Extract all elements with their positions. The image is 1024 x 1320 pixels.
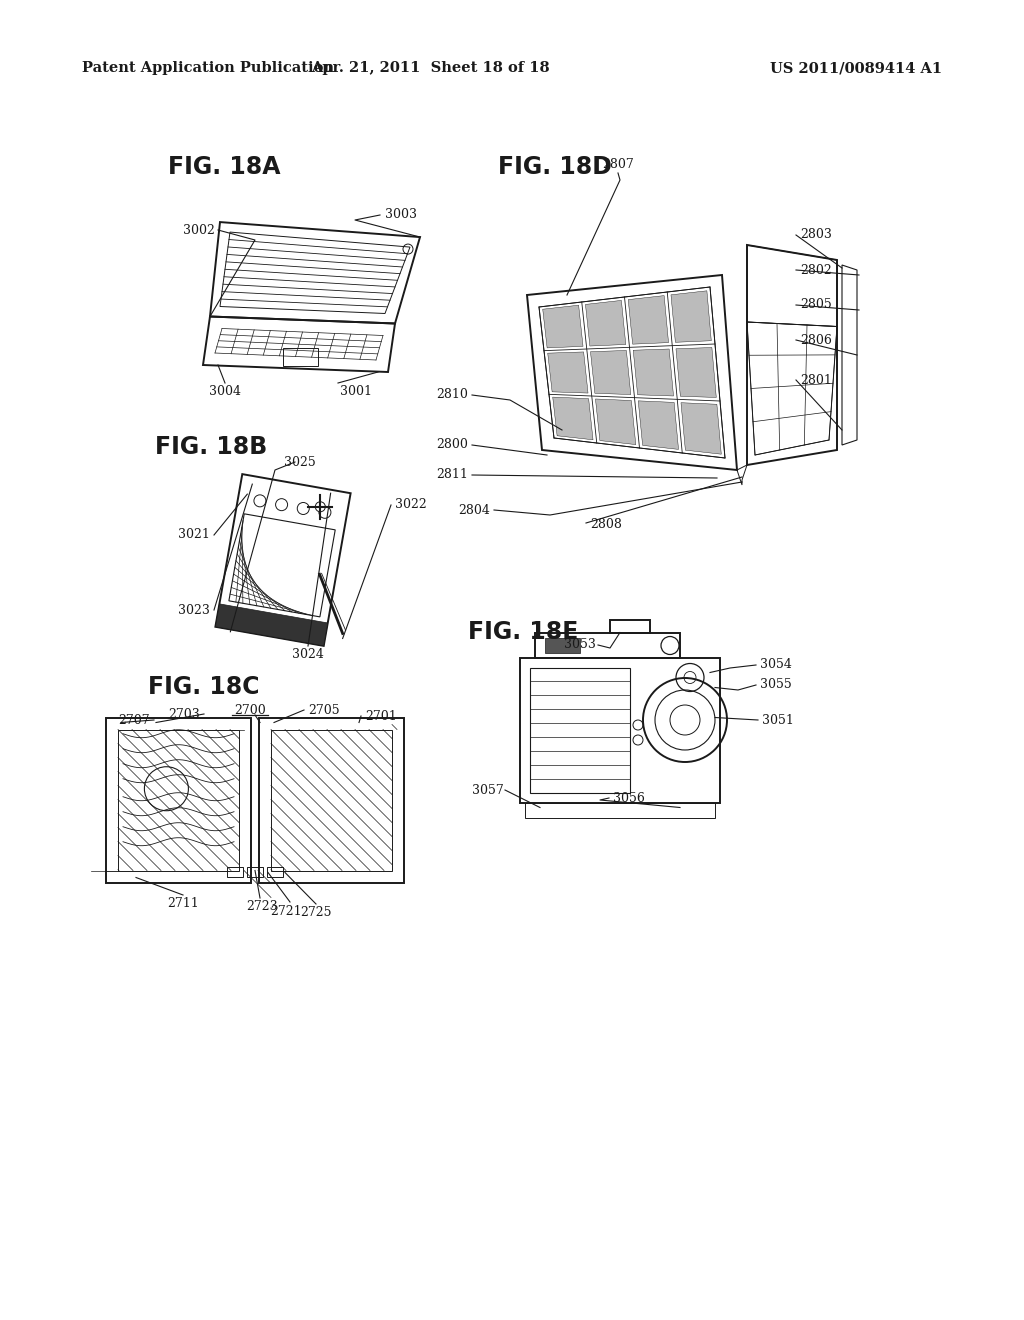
Polygon shape — [591, 351, 631, 395]
Text: 3021: 3021 — [178, 528, 210, 541]
Text: 3001: 3001 — [340, 385, 372, 399]
Text: Patent Application Publication: Patent Application Publication — [82, 61, 334, 75]
Text: 2705: 2705 — [308, 704, 340, 717]
Text: 2707: 2707 — [119, 714, 150, 726]
Text: 3056: 3056 — [613, 792, 645, 804]
Text: FIG. 18C: FIG. 18C — [148, 675, 259, 700]
Bar — [267, 866, 283, 876]
Polygon shape — [553, 397, 593, 440]
Circle shape — [315, 502, 326, 512]
Text: 3053: 3053 — [564, 639, 596, 652]
Text: 2810: 2810 — [436, 388, 468, 401]
Text: FIG. 18E: FIG. 18E — [468, 620, 579, 644]
Text: FIG. 18A: FIG. 18A — [168, 154, 281, 180]
Text: 2801: 2801 — [800, 374, 831, 387]
Text: 2700: 2700 — [234, 704, 266, 717]
Text: 2807: 2807 — [602, 158, 634, 172]
Polygon shape — [543, 305, 583, 348]
Text: 2725: 2725 — [300, 906, 332, 919]
Polygon shape — [633, 348, 674, 396]
Text: 2800: 2800 — [436, 438, 468, 451]
Text: 2721: 2721 — [270, 906, 302, 917]
Text: 2803: 2803 — [800, 228, 831, 242]
Text: 2804: 2804 — [458, 503, 490, 516]
Polygon shape — [638, 401, 679, 449]
Text: 2711: 2711 — [167, 898, 199, 909]
Bar — [247, 866, 263, 876]
Text: 2723: 2723 — [246, 900, 278, 913]
Polygon shape — [545, 638, 580, 652]
Text: 3023: 3023 — [178, 603, 210, 616]
Text: 2808: 2808 — [590, 519, 622, 532]
Text: 3055: 3055 — [760, 678, 792, 692]
Text: 3003: 3003 — [385, 209, 417, 222]
Text: 3024: 3024 — [292, 648, 324, 661]
Text: 2703: 2703 — [168, 708, 200, 721]
Text: FIG. 18B: FIG. 18B — [155, 436, 267, 459]
Text: 3057: 3057 — [472, 784, 504, 796]
Text: 2802: 2802 — [800, 264, 831, 276]
Bar — [227, 866, 243, 876]
Polygon shape — [586, 301, 626, 346]
Text: 3022: 3022 — [395, 499, 427, 511]
Polygon shape — [215, 603, 328, 645]
Text: 3025: 3025 — [284, 455, 315, 469]
Polygon shape — [548, 352, 588, 393]
Polygon shape — [681, 403, 721, 454]
Text: FIG. 18D: FIG. 18D — [498, 154, 612, 180]
Text: 3002: 3002 — [183, 223, 215, 236]
Text: US 2011/0089414 A1: US 2011/0089414 A1 — [770, 61, 942, 75]
Polygon shape — [671, 290, 712, 342]
Text: 3054: 3054 — [760, 659, 792, 672]
Text: 2811: 2811 — [436, 469, 468, 482]
Text: 2701: 2701 — [365, 710, 396, 722]
Text: 2805: 2805 — [800, 298, 831, 312]
Text: Apr. 21, 2011  Sheet 18 of 18: Apr. 21, 2011 Sheet 18 of 18 — [310, 61, 549, 75]
Text: 2806: 2806 — [800, 334, 831, 346]
Text: 3004: 3004 — [209, 385, 241, 399]
Polygon shape — [676, 347, 716, 397]
Polygon shape — [596, 399, 636, 445]
Polygon shape — [628, 296, 669, 345]
Text: 3051: 3051 — [762, 714, 794, 726]
